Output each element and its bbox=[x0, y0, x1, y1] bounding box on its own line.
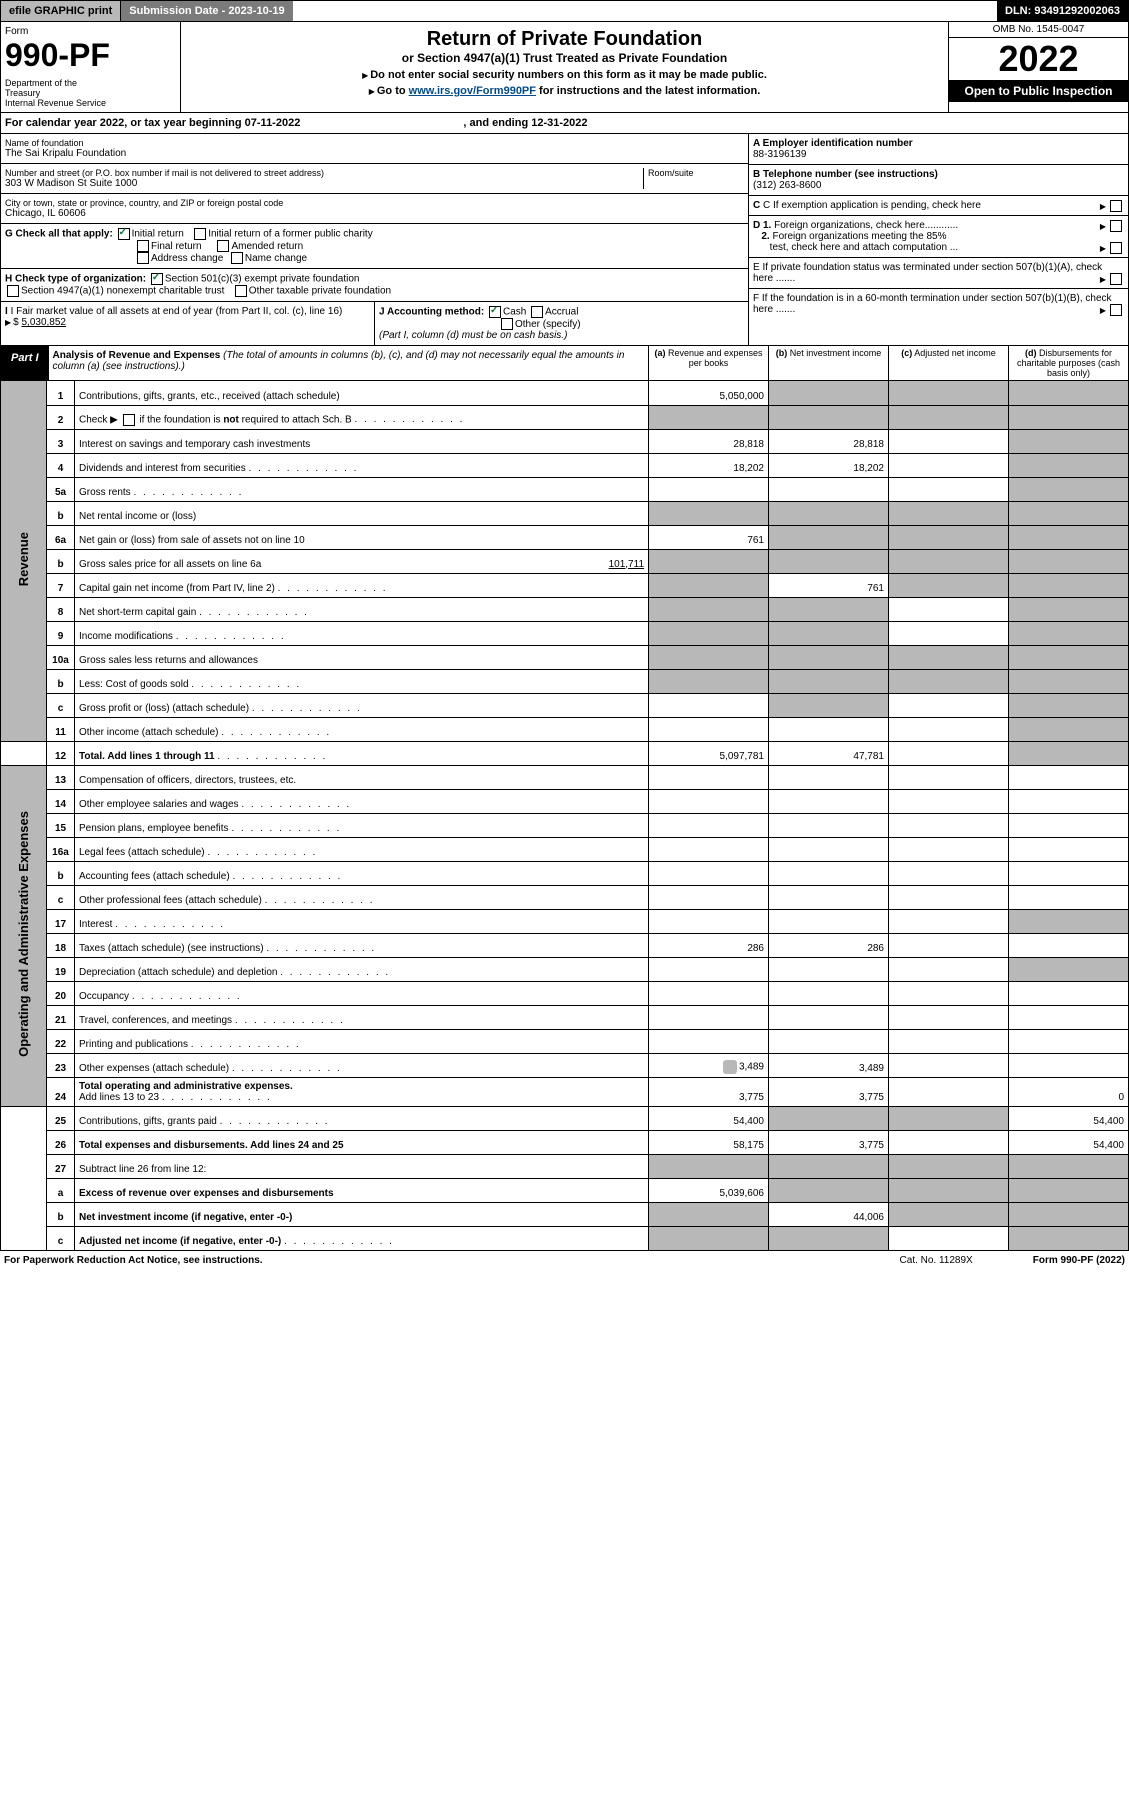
calendar-year: For calendar year 2022, or tax year begi… bbox=[0, 113, 1129, 134]
info-block: Name of foundation The Sai Kripalu Found… bbox=[0, 134, 1129, 346]
form-id: Form 990-PF (2022) bbox=[1033, 1255, 1125, 1266]
header-left: Form 990-PF Department of theTreasuryInt… bbox=[1, 22, 181, 112]
footer: For Paperwork Reduction Act Notice, see … bbox=[0, 1251, 1129, 1270]
c-checkbox[interactable] bbox=[1110, 200, 1122, 212]
expenses-vtab: Operating and Administrative Expenses bbox=[1, 765, 47, 1106]
501c3-checkbox[interactable] bbox=[151, 273, 163, 285]
d1-checkbox[interactable] bbox=[1110, 220, 1122, 232]
col-c: (c) Adjusted net income bbox=[888, 346, 1008, 380]
attachment-icon[interactable] bbox=[723, 1060, 737, 1074]
form-label: Form bbox=[5, 26, 176, 37]
dln: DLN: 93491292002063 bbox=[997, 1, 1128, 21]
sub-date: 2023-10-19 bbox=[228, 5, 284, 17]
schb-checkbox[interactable] bbox=[123, 414, 135, 426]
paperwork-notice: For Paperwork Reduction Act Notice, see … bbox=[4, 1255, 263, 1266]
header-right: OMB No. 1545-0047 2022 Open to Public In… bbox=[948, 22, 1128, 112]
phone-row: B Telephone number (see instructions)(31… bbox=[749, 165, 1128, 196]
form-subtitle: or Section 4947(a)(1) Trust Treated as P… bbox=[187, 51, 942, 65]
other-taxable-checkbox[interactable] bbox=[235, 285, 247, 297]
part1-tab: Part I bbox=[1, 346, 49, 380]
open-inspection: Open to Public Inspection bbox=[949, 80, 1128, 102]
part1-header: Part I Analysis of Revenue and Expenses … bbox=[0, 346, 1129, 381]
d-row: D 1. Foreign organizations, check here..… bbox=[749, 216, 1128, 258]
other-method-checkbox[interactable] bbox=[501, 318, 513, 330]
e-row: E If private foundation status was termi… bbox=[749, 258, 1128, 289]
accrual-checkbox[interactable] bbox=[531, 306, 543, 318]
city-row: City or town, state or province, country… bbox=[1, 194, 748, 224]
dept: Department of theTreasuryInternal Revenu… bbox=[5, 78, 176, 108]
form-note1: Do not enter social security numbers on … bbox=[187, 69, 942, 81]
address-change-checkbox[interactable] bbox=[137, 252, 149, 264]
final-return-checkbox[interactable] bbox=[137, 240, 149, 252]
name-change-checkbox[interactable] bbox=[231, 252, 243, 264]
col-d: (d) Disbursements for charitable purpose… bbox=[1008, 346, 1128, 380]
part1-title: Analysis of Revenue and Expenses bbox=[53, 350, 221, 361]
part1-table: Revenue 1Contributions, gifts, grants, e… bbox=[0, 381, 1129, 1251]
ein-row: A Employer identification number88-31961… bbox=[749, 134, 1128, 165]
cash-checkbox[interactable] bbox=[489, 306, 501, 318]
cat-no: Cat. No. 11289X bbox=[900, 1255, 973, 1266]
header-mid: Return of Private Foundation or Section … bbox=[181, 22, 948, 112]
f-row: F If the foundation is in a 60-month ter… bbox=[749, 289, 1128, 319]
f-checkbox[interactable] bbox=[1110, 304, 1122, 316]
submission-date: Submission Date - 2023-10-19 bbox=[121, 1, 292, 21]
address-row: Number and street (or P.O. box number if… bbox=[1, 164, 748, 194]
form-title: Return of Private Foundation bbox=[187, 28, 942, 51]
e-checkbox[interactable] bbox=[1110, 273, 1122, 285]
tax-year: 2022 bbox=[949, 38, 1128, 80]
h-row: H Check type of organization: Section 50… bbox=[1, 269, 748, 302]
4947-checkbox[interactable] bbox=[7, 285, 19, 297]
efile-print-button[interactable]: efile GRAPHIC print bbox=[1, 1, 121, 21]
col-a: (a) Revenue and expenses per books bbox=[648, 346, 768, 380]
topbar: efile GRAPHIC print Submission Date - 20… bbox=[0, 0, 1129, 22]
form990pf-link[interactable]: www.irs.gov/Form990PF bbox=[409, 85, 536, 97]
form-header: Form 990-PF Department of theTreasuryInt… bbox=[0, 22, 1129, 113]
d2-checkbox[interactable] bbox=[1110, 242, 1122, 254]
col-b: (b) Net investment income bbox=[768, 346, 888, 380]
fmv-value: 5,030,852 bbox=[22, 317, 67, 328]
initial-return-checkbox[interactable] bbox=[118, 228, 130, 240]
revenue-vtab: Revenue bbox=[1, 381, 47, 741]
g-row: G Check all that apply: Initial return I… bbox=[1, 224, 748, 269]
amended-return-checkbox[interactable] bbox=[217, 240, 229, 252]
ij-row: I I Fair market value of all assets at e… bbox=[1, 302, 748, 345]
c-row: C C If exemption application is pending,… bbox=[749, 196, 1128, 216]
initial-former-checkbox[interactable] bbox=[194, 228, 206, 240]
sub-label: Submission Date - bbox=[129, 5, 228, 17]
omb: OMB No. 1545-0047 bbox=[949, 22, 1128, 38]
form-number: 990-PF bbox=[5, 37, 176, 74]
form-note2: Go to www.irs.gov/Form990PF for instruct… bbox=[187, 85, 942, 97]
foundation-name: Name of foundation The Sai Kripalu Found… bbox=[1, 134, 748, 164]
